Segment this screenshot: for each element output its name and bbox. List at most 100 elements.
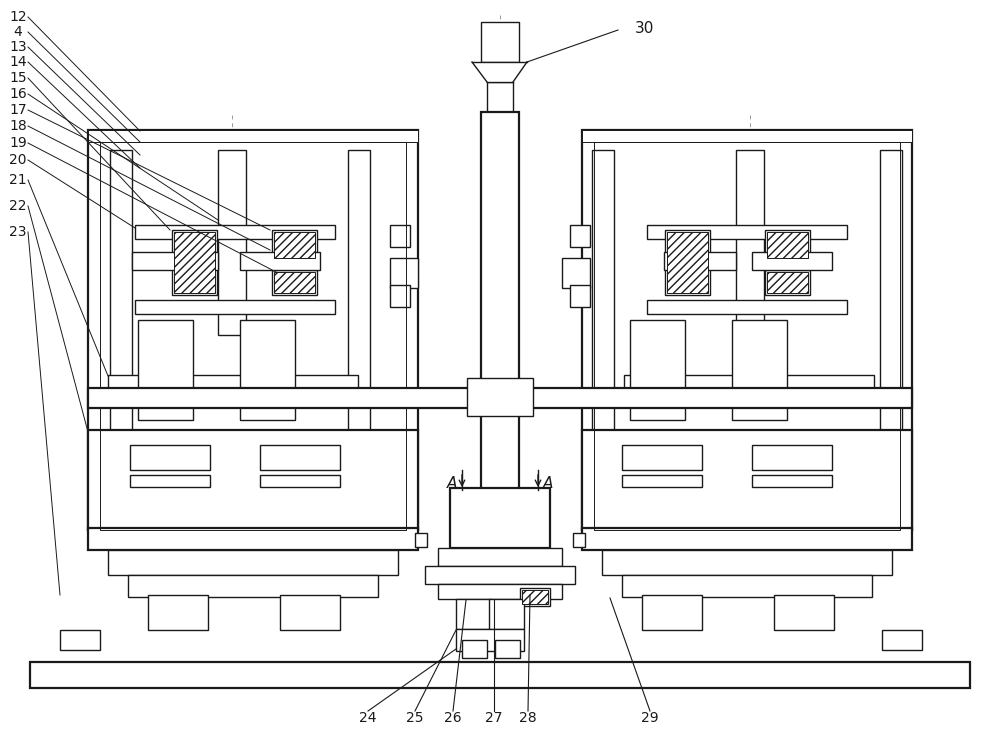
Bar [630, 320, 685, 420]
Bar [582, 130, 912, 530]
Bar [260, 445, 340, 470]
Bar [462, 640, 487, 658]
Bar [240, 252, 320, 270]
Text: 18: 18 [9, 119, 27, 133]
Bar [110, 150, 132, 450]
Bar [647, 225, 847, 239]
Bar [624, 375, 874, 389]
Text: 17: 17 [9, 103, 27, 117]
Bar [732, 320, 787, 420]
Bar [520, 588, 550, 606]
Bar [642, 595, 702, 630]
Bar [765, 270, 810, 295]
Bar [260, 475, 340, 487]
Bar [272, 230, 317, 260]
Bar [415, 533, 427, 547]
Bar [274, 272, 315, 293]
Bar [438, 548, 562, 566]
Text: 12: 12 [9, 10, 27, 24]
Bar [647, 300, 847, 314]
Text: 24: 24 [359, 711, 377, 725]
Bar [767, 232, 808, 258]
Text: 29: 29 [641, 711, 659, 725]
Bar [390, 258, 418, 288]
Bar [128, 575, 378, 597]
Text: 14: 14 [9, 55, 27, 69]
Bar [240, 320, 295, 420]
Bar [174, 232, 215, 293]
Polygon shape [472, 62, 527, 82]
Bar [100, 142, 406, 530]
Bar [135, 300, 335, 314]
Text: 27: 27 [485, 711, 503, 725]
Bar [135, 225, 335, 239]
Bar [592, 150, 614, 450]
Text: 4: 4 [14, 25, 22, 39]
Bar [438, 584, 562, 599]
Bar [481, 22, 519, 62]
Text: A: A [543, 476, 553, 490]
Bar [582, 528, 912, 550]
Bar [88, 430, 418, 530]
Bar [348, 150, 370, 450]
Bar [774, 595, 834, 630]
Bar [280, 595, 340, 630]
Bar [108, 550, 398, 575]
Bar [622, 445, 702, 470]
Text: 19: 19 [9, 136, 27, 150]
Bar [88, 130, 418, 142]
Text: 28: 28 [519, 711, 537, 725]
Bar [456, 599, 491, 629]
Bar [495, 640, 520, 658]
Bar [467, 378, 533, 416]
Bar [880, 150, 902, 450]
Bar [390, 285, 410, 307]
Bar [570, 285, 590, 307]
Bar [767, 272, 808, 293]
Bar [172, 230, 217, 295]
Bar [667, 232, 708, 293]
Bar [752, 475, 832, 487]
Text: 23: 23 [9, 225, 27, 239]
Bar [570, 225, 590, 247]
Bar [88, 388, 912, 408]
Text: 21: 21 [9, 173, 27, 187]
Text: 20: 20 [9, 153, 27, 167]
Bar [489, 599, 524, 629]
Bar [138, 320, 193, 420]
Bar [481, 112, 519, 530]
Bar [582, 430, 912, 530]
Bar [487, 82, 513, 112]
Bar [562, 258, 590, 288]
Bar [752, 445, 832, 470]
Bar [522, 590, 548, 604]
Bar [456, 629, 524, 651]
Bar [60, 630, 100, 650]
Bar [450, 488, 550, 548]
Bar [573, 533, 585, 547]
Text: 15: 15 [9, 71, 27, 85]
Text: 16: 16 [9, 87, 27, 101]
Bar [130, 475, 210, 487]
Bar [274, 232, 315, 258]
Bar [602, 550, 892, 575]
Bar [132, 252, 218, 270]
Bar [130, 445, 210, 470]
Bar [736, 150, 764, 335]
Bar [148, 595, 208, 630]
Bar [622, 475, 702, 487]
Bar [622, 575, 872, 597]
Bar [390, 225, 410, 247]
Bar [30, 662, 970, 688]
Bar [752, 252, 832, 270]
Bar [882, 630, 922, 650]
Bar [425, 566, 575, 584]
Bar [594, 142, 900, 530]
Text: 25: 25 [406, 711, 424, 725]
Bar [272, 270, 317, 295]
Text: 26: 26 [444, 711, 462, 725]
Bar [218, 150, 246, 335]
Text: A: A [447, 476, 457, 490]
Bar [664, 252, 736, 270]
Bar [88, 130, 418, 530]
